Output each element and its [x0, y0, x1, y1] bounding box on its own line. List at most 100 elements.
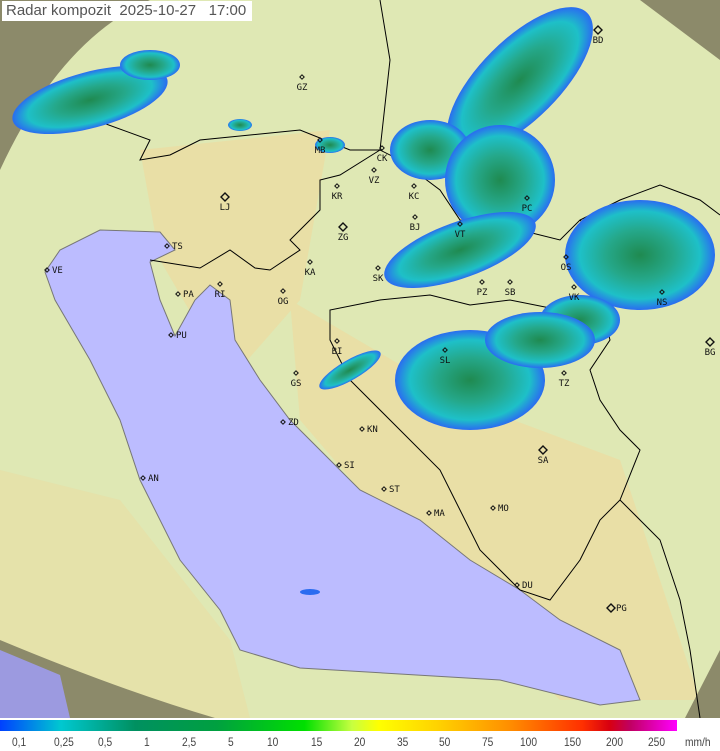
- city-marker-icon: [217, 281, 223, 287]
- city-marker-icon: [561, 370, 567, 376]
- city-marker-icon: [411, 183, 417, 189]
- city-label: SL: [440, 356, 451, 366]
- city-marker-icon: [164, 243, 170, 249]
- city-label: GS: [291, 379, 302, 389]
- city-marker-icon: [538, 445, 548, 455]
- title-time: 17:00: [208, 2, 247, 19]
- city-label: TS: [172, 242, 183, 252]
- city-marker-icon: [442, 347, 448, 353]
- city-marker-icon: [140, 475, 146, 481]
- city-label: PZ: [477, 288, 488, 298]
- italy-terrain: [0, 470, 250, 718]
- map-title: Radar kompozit 2025-10-27 17:00: [2, 1, 253, 21]
- city-label: KR: [332, 192, 343, 202]
- legend-label: 15: [311, 735, 323, 749]
- city-label: LJ: [220, 203, 231, 213]
- legend-label: 0,5: [98, 735, 113, 749]
- legend-color-scale: [0, 720, 677, 731]
- city-label: BI: [332, 347, 343, 357]
- city-label: PA: [183, 290, 194, 300]
- city-marker-icon: [457, 221, 463, 227]
- legend-label: 0,1: [12, 735, 27, 749]
- city-marker-icon: [379, 145, 385, 151]
- legend-label: 5: [228, 735, 234, 749]
- legend-label: 1: [144, 735, 150, 749]
- city-marker-icon: [524, 195, 530, 201]
- city-label: OG: [278, 297, 289, 307]
- legend-unit: mm/h: [685, 735, 711, 749]
- city-marker-icon: [705, 337, 715, 347]
- city-marker-icon: [307, 259, 313, 265]
- city-marker-icon: [220, 192, 230, 202]
- city-marker-icon: [571, 284, 577, 290]
- legend-label: 2,5: [182, 735, 197, 749]
- city-label: ST: [389, 485, 400, 495]
- city-label: TZ: [559, 379, 570, 389]
- city-label: KA: [305, 268, 316, 278]
- city-marker-icon: [359, 426, 365, 432]
- city-label: SI: [344, 461, 355, 471]
- legend-label: 50: [439, 735, 451, 749]
- city-markers: GZ BD MB CK VZ KR KC PC LJ ZG BJ VT TS KA SK OS VE RI PA OG…: [44, 25, 716, 614]
- radar-map: GZ BD MB CK VZ KR KC PC LJ ZG BJ VT TS KA SK OS VE RI PA OG…: [0, 0, 720, 718]
- city-label: DU: [522, 581, 533, 591]
- legend-label: 150: [564, 735, 582, 749]
- legend-label: 75: [482, 735, 494, 749]
- city-label: VK: [569, 293, 580, 303]
- city-label: ZG: [338, 233, 349, 243]
- title-date: 2025-10-27: [119, 2, 197, 19]
- city-marker-icon: [334, 183, 340, 189]
- city-marker-icon: [507, 279, 513, 285]
- city-marker-icon: [426, 510, 432, 516]
- city-marker-icon: [317, 137, 323, 143]
- city-marker-icon: [293, 370, 299, 376]
- city-label: RI: [215, 290, 226, 300]
- city-label: GZ: [297, 83, 308, 93]
- city-marker-icon: [381, 486, 387, 492]
- city-label: BG: [705, 348, 716, 358]
- title-text: Radar kompozit: [6, 2, 112, 19]
- city-marker-icon: [490, 505, 496, 511]
- city-marker-icon: [280, 288, 286, 294]
- city-label: BD: [593, 36, 604, 46]
- city-label: CK: [377, 154, 388, 164]
- legend-labels: 0,1 0,25 0,5 1 2,5 5 10 15 20 35 50 75 1…: [0, 735, 720, 751]
- city-label: PG: [616, 604, 627, 614]
- city-label: MO: [498, 504, 509, 514]
- city-label: SB: [505, 288, 516, 298]
- city-label: KC: [409, 192, 420, 202]
- legend-label: 35: [397, 735, 409, 749]
- city-label: VT: [455, 230, 466, 240]
- city-label: MA: [434, 509, 445, 519]
- city-marker-icon: [563, 254, 569, 260]
- city-label: PC: [522, 204, 533, 214]
- city-marker-icon: [44, 267, 50, 273]
- legend-label: 200: [606, 735, 624, 749]
- city-label: VZ: [369, 176, 380, 186]
- tyrrhenian-sea: [0, 650, 70, 718]
- city-marker-icon: [175, 291, 181, 297]
- city-label: KN: [367, 425, 378, 435]
- city-marker-icon: [334, 338, 340, 344]
- city-marker-icon: [299, 74, 305, 80]
- city-marker-icon: [375, 265, 381, 271]
- city-marker-icon: [338, 222, 348, 232]
- city-label: OS: [561, 263, 572, 273]
- legend-label: 20: [354, 735, 366, 749]
- city-marker-icon: [514, 582, 520, 588]
- legend-label: 250: [648, 735, 666, 749]
- city-marker-icon: [479, 279, 485, 285]
- city-label: AN: [148, 474, 159, 484]
- city-label: MB: [315, 146, 326, 156]
- legend-label: 0,25: [54, 735, 74, 749]
- city-label: PU: [176, 331, 187, 341]
- legend-label: 100: [520, 735, 538, 749]
- city-marker-icon: [280, 419, 286, 425]
- city-marker-icon: [659, 289, 665, 295]
- city-marker-icon: [593, 25, 603, 35]
- city-label: VE: [52, 266, 63, 276]
- city-marker-icon: [412, 214, 418, 220]
- city-label: NS: [657, 298, 668, 308]
- legend-label: 10: [267, 735, 279, 749]
- city-label: SK: [373, 274, 384, 284]
